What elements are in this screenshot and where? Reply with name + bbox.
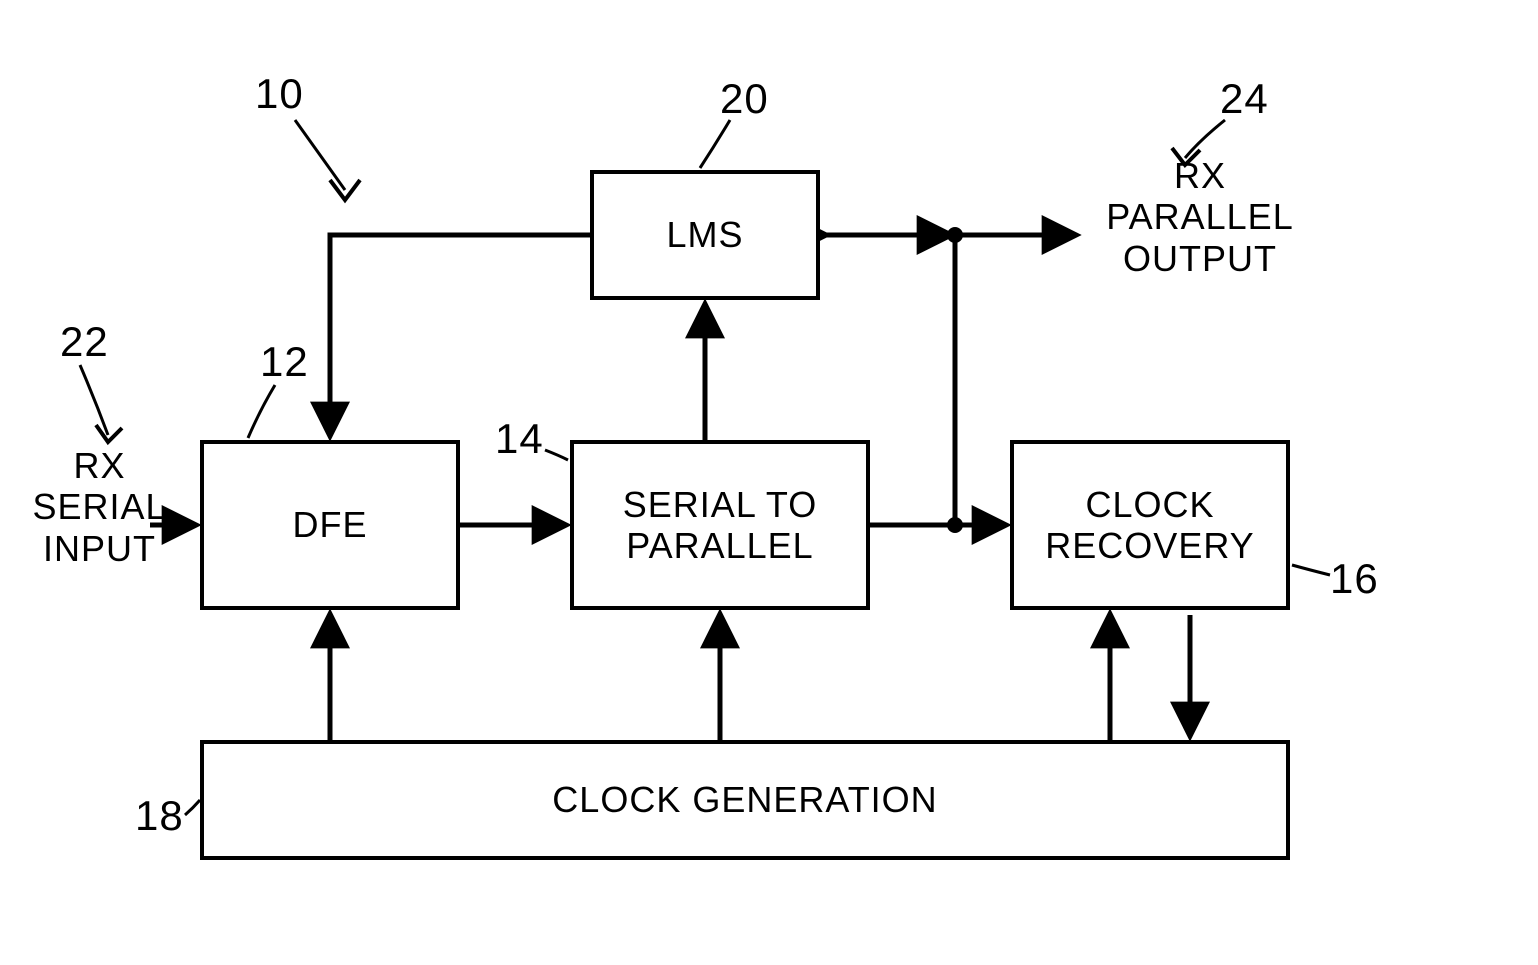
dfe-block: DFE (200, 440, 460, 610)
refnum-24: 24 (1220, 75, 1269, 123)
lms-block: LMS (590, 170, 820, 300)
dfe-label: DFE (293, 504, 368, 545)
clock-generation-block: CLOCK GENERATION (200, 740, 1290, 860)
block-diagram: LMS DFE SERIAL TO PARALLEL CLOCK RECOVER… (0, 0, 1538, 965)
refnum-20: 20 (720, 75, 769, 123)
clock-recovery-block: CLOCK RECOVERY (1010, 440, 1290, 610)
refnum-18: 18 (135, 792, 184, 840)
serial-to-parallel-block: SERIAL TO PARALLEL (570, 440, 870, 610)
refnum-14: 14 (495, 415, 544, 463)
refnum-16: 16 (1330, 555, 1379, 603)
s2p-label: SERIAL TO PARALLEL (623, 484, 817, 567)
refnum-22: 22 (60, 318, 109, 366)
rx-serial-input-label: RX SERIAL INPUT (32, 445, 167, 569)
refnum-12: 12 (260, 338, 309, 386)
refnum-10: 10 (255, 70, 304, 118)
rx-parallel-output-label: RX PARALLEL OUTPUT (1085, 155, 1315, 279)
lms-label: LMS (666, 214, 743, 255)
cr-label: CLOCK RECOVERY (1045, 484, 1254, 567)
clkgen-label: CLOCK GENERATION (552, 779, 937, 820)
